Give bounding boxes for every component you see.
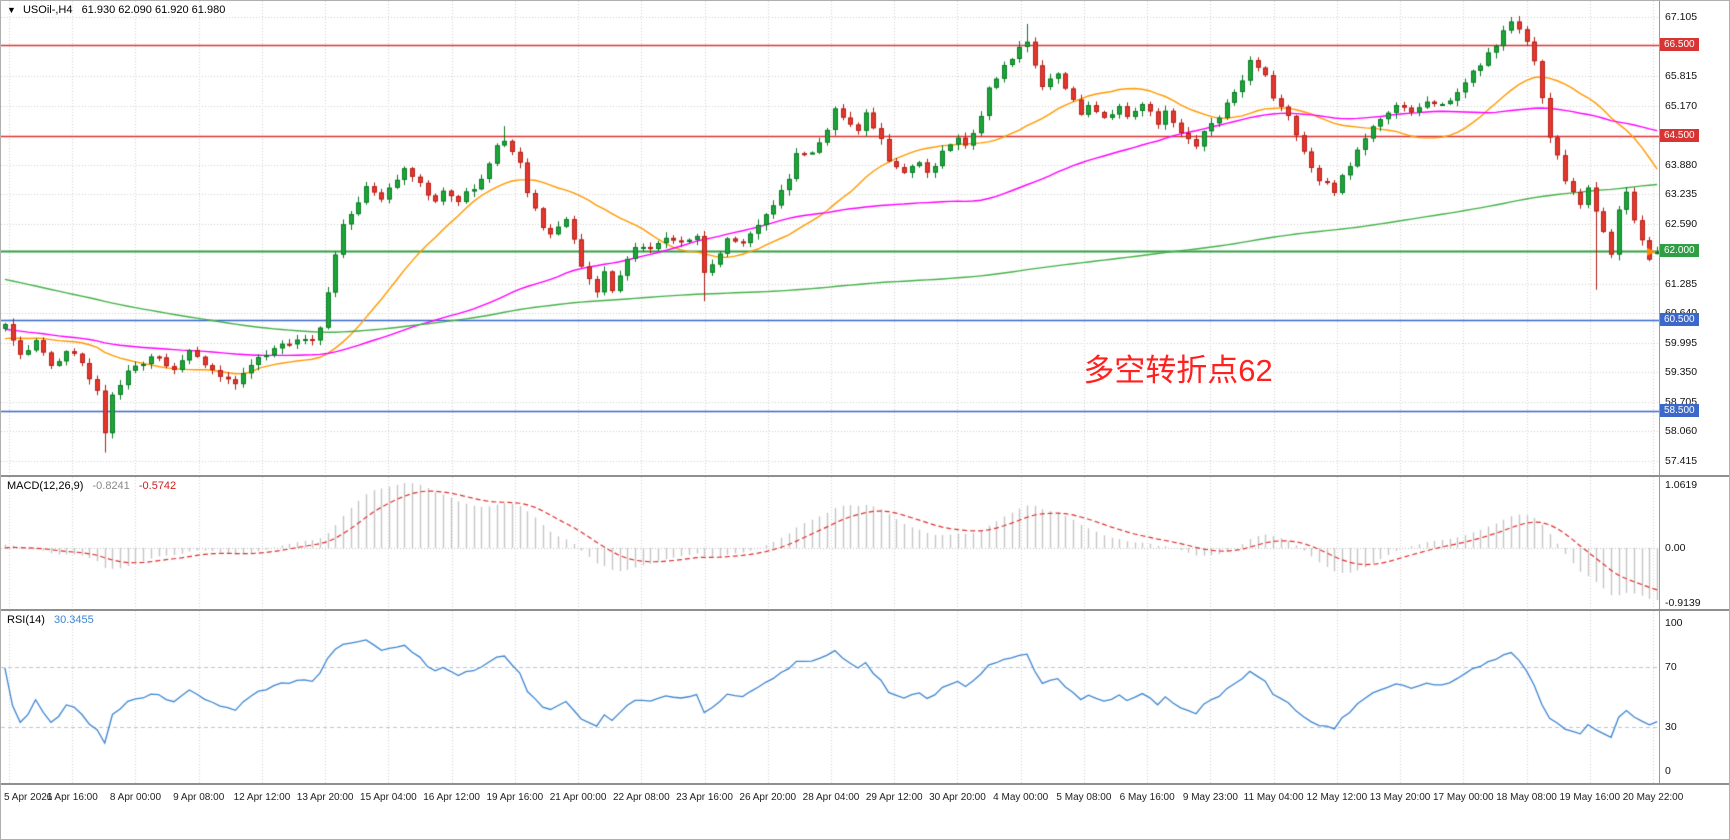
time-axis[interactable]: 5 Apr 2021 6 Apr 16:00 8 Apr 00:00 9 Apr 08… — [1, 785, 1729, 811]
annotation-text: 多空转折点62 — [1083, 353, 1273, 389]
time-label: 13 May 20:00 — [1369, 792, 1431, 803]
time-label: 13 Apr 20:00 — [296, 792, 354, 803]
time-label: 28 Apr 04:00 — [802, 792, 860, 803]
symbol-period-label: USOil-,H4 — [22, 4, 73, 16]
price-line-badge[interactable]: 60.500 — [1660, 312, 1699, 326]
time-label: 29 Apr 12:00 — [865, 792, 923, 803]
time-label: 6 May 16:00 — [1119, 792, 1175, 803]
price-tick-label: 58.060 — [1665, 425, 1698, 438]
chart-nav-icon[interactable]: ▼ — [7, 5, 16, 15]
time-label: 8 Apr 00:00 — [109, 792, 162, 803]
time-label: 19 May 16:00 — [1559, 792, 1621, 803]
time-label: 30 Apr 20:00 — [929, 792, 986, 803]
macd-scale[interactable]: 1.0619 0.00 -0.9139 — [1659, 477, 1729, 609]
time-label: 6 Apr 16:00 — [46, 792, 98, 803]
price-tick-label: 59.995 — [1665, 336, 1698, 349]
price-chart-canvas[interactable] — [1, 1, 1661, 475]
time-label: 23 Apr 16:00 — [676, 792, 733, 803]
time-label: 17 May 00:00 — [1432, 792, 1494, 803]
time-label: 5 May 08:00 — [1056, 792, 1112, 803]
rsi-panel: 100 70 30 0 RSI(14) 30.3455 — [1, 611, 1729, 783]
panel-divider[interactable] — [1, 783, 1729, 785]
ohlc-readout: 61.930 62.090 61.920 61.980 — [81, 4, 226, 16]
time-label: 16 Apr 12:00 — [423, 792, 480, 803]
macd-main-value: -0.8241 — [92, 480, 130, 492]
time-label: 26 Apr 20:00 — [739, 792, 797, 803]
bottom-filler — [1, 811, 1729, 839]
price-tick-label: 65.815 — [1665, 69, 1698, 82]
macd-label: MACD(12,26,9) -0.8241 -0.5742 — [7, 480, 176, 492]
price-tick-label: 67.105 — [1665, 10, 1698, 23]
rsi-scale[interactable]: 100 70 30 0 — [1659, 611, 1729, 783]
time-label: 21 Apr 00:00 — [549, 792, 607, 803]
panel-divider[interactable] — [1, 609, 1729, 611]
price-line-badge[interactable]: 66.500 — [1660, 37, 1699, 51]
macd-tick-label: 1.0619 — [1665, 479, 1698, 491]
price-scale[interactable]: 67.105 65.815 65.170 63.880 63.235 62.590 61.2… — [1659, 1, 1729, 475]
rsi-value: 30.3455 — [53, 614, 94, 626]
price-tick-label: 65.170 — [1665, 99, 1698, 112]
price-line-badge[interactable]: 64.500 — [1660, 129, 1699, 143]
price-tick-label: 57.415 — [1665, 455, 1698, 468]
price-tick-label: 59.350 — [1665, 366, 1698, 379]
price-line-badge[interactable]: 58.500 — [1660, 404, 1699, 418]
price-chart-panel: 67.105 65.815 65.170 63.880 63.235 62.590 61.2… — [1, 1, 1729, 475]
macd-name: MACD(12,26,9) — [7, 480, 84, 492]
chart-info-bar: ▼ USOil-,H4 61.930 62.090 61.920 61.980 — [7, 4, 225, 16]
price-tick-label: 62.590 — [1665, 217, 1698, 230]
macd-canvas[interactable] — [1, 477, 1661, 609]
rsi-tick-label: 30 — [1665, 720, 1677, 733]
time-label: 12 May 12:00 — [1306, 792, 1368, 803]
time-label: 22 Apr 08:00 — [612, 792, 670, 803]
price-tick-label: 63.235 — [1665, 188, 1698, 201]
time-label: 15 Apr 04:00 — [360, 792, 417, 803]
rsi-tick-label: 100 — [1665, 616, 1683, 629]
time-label: 11 May 04:00 — [1243, 792, 1304, 803]
panel-divider[interactable] — [1, 475, 1729, 477]
macd-tick-label: 0.00 — [1665, 541, 1686, 554]
rsi-tick-label: 70 — [1665, 661, 1677, 674]
macd-tick-label: -0.9139 — [1665, 597, 1701, 609]
macd-panel: 1.0619 0.00 -0.9139 MACD(12,26,9) -0.8241 … — [1, 477, 1729, 609]
time-label: 19 Apr 16:00 — [486, 792, 544, 803]
time-label: 9 Apr 08:00 — [173, 792, 225, 803]
time-label: 9 May 23:00 — [1182, 792, 1238, 803]
price-tick-label: 63.880 — [1665, 158, 1698, 171]
time-label: 4 May 00:00 — [993, 792, 1049, 803]
time-label: 20 May 22:00 — [1622, 792, 1684, 803]
rsi-canvas[interactable] — [1, 611, 1661, 783]
macd-signal-value: -0.5742 — [138, 480, 177, 492]
time-label: 12 Apr 12:00 — [233, 792, 291, 803]
rsi-tick-label: 0 — [1665, 765, 1671, 778]
rsi-name: RSI(14) — [7, 614, 45, 626]
price-line-badge[interactable]: 62.000 — [1660, 243, 1699, 257]
price-tick-label: 61.285 — [1665, 277, 1698, 290]
time-label: 5 Apr 2021 — [4, 792, 53, 803]
time-label: 18 May 08:00 — [1496, 792, 1557, 803]
rsi-label: RSI(14) 30.3455 — [7, 614, 94, 626]
